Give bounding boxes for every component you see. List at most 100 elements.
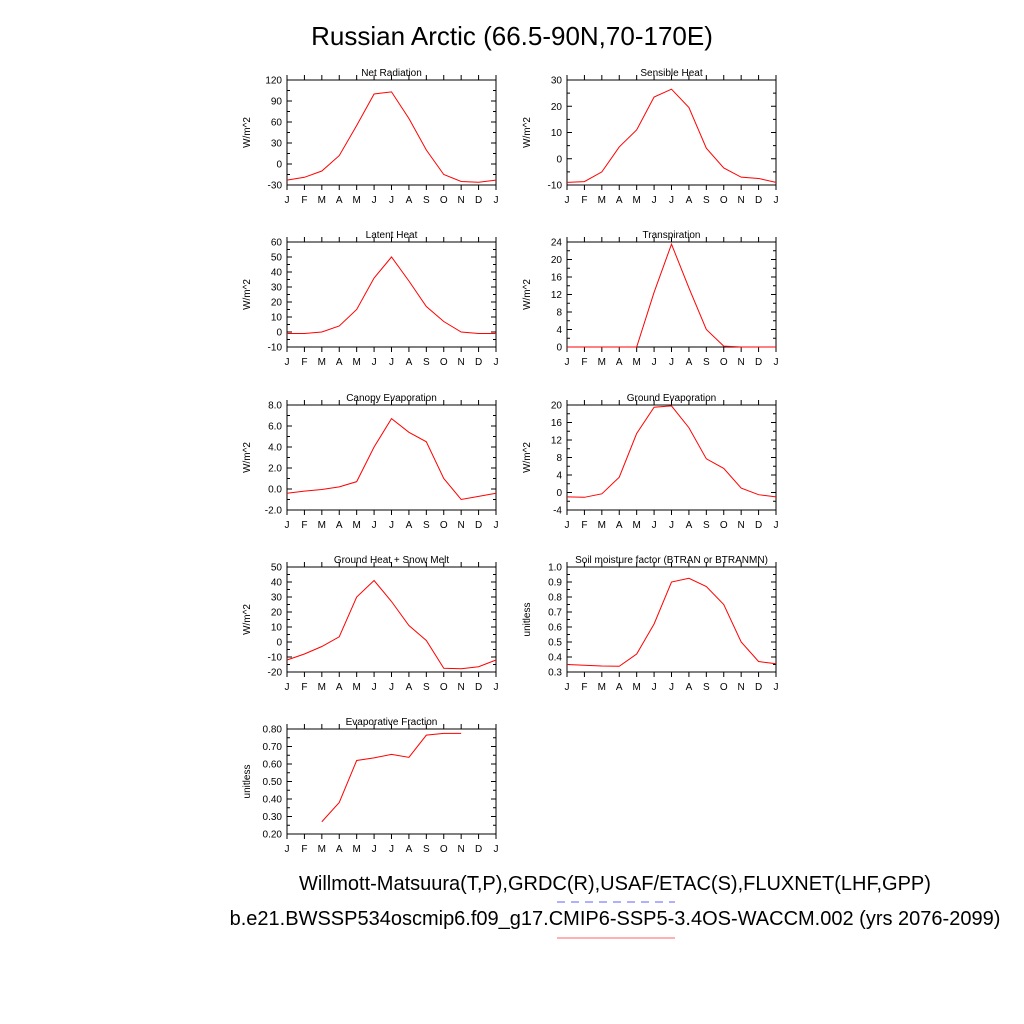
x-tick-label: J — [652, 357, 657, 368]
x-tick-label: A — [336, 520, 343, 531]
panel-7: Ground Heat + Snow Melt W/m^2 -20 -10 0 10 20 3… — [242, 555, 499, 693]
series-line — [286, 579, 497, 670]
x-tick-label: S — [423, 195, 430, 206]
y-tick-label: 20 — [271, 608, 283, 619]
y-tick-label: 4.0 — [268, 443, 282, 454]
y-tick-label: 0.5 — [548, 638, 562, 649]
x-tick-label: O — [720, 357, 728, 368]
panel-9: Evaporative Fraction unitless 0.20 0.30 0.40… — [242, 717, 499, 855]
footer-obs-sources: Willmott-Matsuura(T,P),GRDC(R),USAF/ETAC… — [299, 873, 931, 895]
x-tick-label: J — [285, 195, 290, 206]
x-tick-label: M — [318, 682, 326, 693]
x-tick-label: J — [565, 195, 570, 206]
y-tick-label: 4 — [556, 325, 562, 336]
x-tick-label: J — [565, 682, 570, 693]
series-line — [321, 732, 462, 823]
y-tick-label: -30 — [268, 181, 283, 192]
x-tick-label: D — [755, 195, 762, 206]
x-tick-label: D — [475, 844, 482, 855]
x-tick-label: M — [318, 520, 326, 531]
y-tick-label: 0 — [556, 154, 562, 165]
x-tick-label: O — [440, 520, 448, 531]
x-tick-label: A — [336, 195, 343, 206]
y-axis-label: W/m^2 — [522, 442, 533, 473]
figure-title: Russian Arctic (66.5-90N,70-170E) — [311, 21, 713, 51]
x-tick-label: D — [755, 682, 762, 693]
panel-title: Transpiration — [643, 230, 701, 241]
x-tick-label: N — [458, 520, 465, 531]
y-tick-label: 8 — [556, 308, 562, 319]
y-tick-label: 16 — [551, 418, 563, 429]
x-tick-label: M — [352, 844, 360, 855]
x-tick-label: S — [423, 682, 430, 693]
y-tick-label: 40 — [271, 578, 283, 589]
x-tick-label: A — [406, 844, 413, 855]
x-tick-label: S — [423, 844, 430, 855]
y-tick-label: 30 — [271, 593, 283, 604]
x-tick-label: J — [565, 520, 570, 531]
x-tick-label: A — [336, 844, 343, 855]
x-tick-label: J — [774, 520, 779, 531]
panel-title: Ground Heat + Snow Melt — [334, 555, 450, 566]
x-tick-label: S — [703, 520, 710, 531]
y-axis-label: W/m^2 — [522, 117, 533, 148]
y-tick-label: 8.0 — [268, 401, 282, 412]
y-tick-label: 12 — [551, 290, 563, 301]
y-tick-label: -10 — [548, 181, 563, 192]
y-tick-label: 2.0 — [268, 464, 282, 475]
x-tick-label: O — [720, 682, 728, 693]
y-tick-label: 20 — [271, 298, 283, 309]
y-tick-label: 24 — [551, 238, 563, 249]
x-tick-label: J — [494, 520, 499, 531]
x-tick-label: J — [652, 520, 657, 531]
y-tick-label: 0.20 — [263, 830, 283, 841]
x-tick-label: J — [669, 520, 674, 531]
x-tick-label: A — [406, 357, 413, 368]
series-line — [567, 242, 776, 348]
y-tick-label: 0.30 — [263, 812, 283, 823]
x-tick-label: M — [632, 357, 640, 368]
x-tick-label: O — [440, 844, 448, 855]
y-tick-label: 40 — [271, 268, 283, 279]
plot-frame — [286, 79, 497, 186]
y-axis-label: unitless — [522, 603, 533, 637]
y-axis-label: W/m^2 — [242, 279, 253, 310]
x-tick-label: M — [598, 195, 606, 206]
x-tick-label: M — [632, 520, 640, 531]
x-tick-label: M — [318, 195, 326, 206]
y-tick-label: 0.70 — [263, 742, 283, 753]
x-tick-label: J — [372, 844, 377, 855]
y-tick-label: 20 — [551, 102, 563, 113]
x-tick-label: S — [703, 682, 710, 693]
panel-title: Ground Evaporation — [627, 393, 717, 404]
x-tick-label: F — [301, 357, 307, 368]
x-tick-label: N — [738, 682, 745, 693]
x-tick-label: D — [755, 520, 762, 531]
y-tick-label: 20 — [551, 401, 563, 412]
x-tick-label: N — [738, 520, 745, 531]
x-tick-label: D — [475, 195, 482, 206]
series-line — [566, 577, 777, 667]
x-tick-label: J — [774, 195, 779, 206]
x-tick-label: F — [581, 195, 587, 206]
x-tick-label: S — [423, 357, 430, 368]
y-tick-label: 50 — [271, 253, 283, 264]
x-tick-label: J — [389, 682, 394, 693]
x-tick-label: M — [352, 357, 360, 368]
x-tick-label: J — [372, 520, 377, 531]
x-tick-label: A — [686, 520, 693, 531]
x-tick-label: J — [372, 682, 377, 693]
x-tick-label: F — [301, 844, 307, 855]
footer-model-case: b.e21.BWSSP534oscmip6.f09_g17.CMIP6-SSP5… — [230, 908, 1001, 930]
x-tick-label: D — [475, 357, 482, 368]
y-tick-label: 1.0 — [548, 563, 562, 574]
y-tick-label: 0.7 — [548, 608, 562, 619]
panel-8: Soil moisture factor (BTRAN or BTRANMN) u… — [522, 555, 779, 693]
y-tick-label: 30 — [271, 283, 283, 294]
panel-title: Sensible Heat — [640, 68, 702, 79]
